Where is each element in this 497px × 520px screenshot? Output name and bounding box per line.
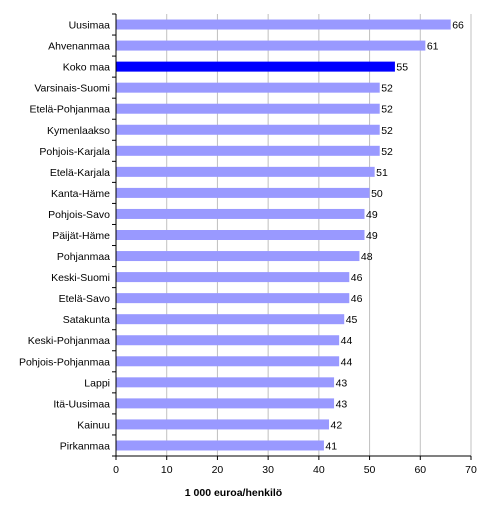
value-label-11: 48 — [361, 251, 373, 263]
value-label-0: 66 — [452, 20, 464, 32]
bar-6 — [116, 145, 380, 156]
value-label-12: 46 — [351, 272, 363, 284]
category-label-9: Pohjois-Savo — [48, 209, 110, 221]
value-label-8: 50 — [371, 188, 383, 200]
x-tick-label-2: 20 — [212, 464, 224, 476]
bar-4 — [116, 103, 380, 114]
value-label-5: 52 — [381, 125, 393, 137]
value-label-9: 49 — [366, 209, 378, 221]
value-label-6: 52 — [381, 146, 393, 158]
value-label-18: 43 — [336, 398, 348, 410]
category-label-7: Etelä-Karjala — [50, 167, 110, 179]
bar-9 — [116, 208, 365, 219]
bar-16 — [116, 356, 340, 367]
category-label-11: Pohjanmaa — [57, 251, 110, 263]
category-label-14: Satakunta — [63, 314, 110, 326]
bar-5 — [116, 124, 380, 135]
bar-19 — [116, 419, 329, 430]
bar-2 — [116, 61, 395, 72]
category-label-2: Koko maa — [63, 62, 110, 74]
category-label-4: Etelä-Pohjanmaa — [29, 104, 110, 116]
value-labels: 6661555252525251504949484646454444434342… — [325, 20, 464, 453]
category-label-19: Kainuu — [77, 419, 110, 431]
value-label-3: 52 — [381, 83, 393, 95]
x-tick-label-5: 50 — [364, 464, 376, 476]
bar-14 — [116, 314, 345, 325]
value-label-17: 43 — [336, 377, 348, 389]
category-label-16: Pohjois-Pohjanmaa — [19, 356, 110, 368]
value-label-4: 52 — [381, 104, 393, 116]
value-label-7: 51 — [376, 167, 388, 179]
bar-10 — [116, 230, 365, 240]
value-label-13: 46 — [351, 293, 363, 305]
category-label-10: Päijät-Häme — [52, 230, 110, 242]
category-label-18: Itä-Uusimaa — [53, 398, 110, 410]
category-labels: Uusimaa Ahvenanmaa Koko maa Varsinais-Suomi… — [19, 20, 110, 453]
category-label-20: Pirkanmaa — [60, 440, 110, 452]
x-tick-label-1: 10 — [161, 464, 173, 476]
category-label-13: Etelä-Savo — [59, 293, 111, 305]
x-tick-label-4: 40 — [313, 464, 325, 476]
bar-11 — [116, 251, 360, 262]
x-tick-label-6: 60 — [414, 464, 426, 476]
value-label-20: 41 — [325, 440, 337, 452]
value-label-1: 61 — [427, 41, 439, 53]
value-label-15: 44 — [341, 335, 353, 347]
bar-20 — [116, 440, 324, 451]
category-label-8: Kanta-Häme — [51, 188, 110, 200]
category-label-12: Keski-Suomi — [51, 272, 110, 284]
bar-3 — [116, 82, 380, 93]
bar-12 — [116, 272, 350, 283]
bar-15 — [116, 335, 340, 346]
category-label-0: Uusimaa — [69, 20, 111, 32]
category-label-5: Kymenlaakso — [47, 125, 110, 137]
bar-8 — [116, 187, 370, 198]
value-label-16: 44 — [341, 356, 353, 368]
x-tick-label-0: 0 — [113, 464, 119, 476]
category-label-17: Lappi — [84, 377, 110, 389]
category-label-6: Pohjois-Karjala — [39, 146, 110, 158]
x-axis-title: 1 000 euroa/henkilö — [185, 487, 282, 499]
bar-0 — [116, 19, 451, 30]
category-label-15: Keski-Pohjanmaa — [28, 335, 110, 347]
bar-7 — [116, 166, 375, 177]
bar-13 — [116, 293, 350, 304]
x-tick-label-7: 70 — [465, 464, 477, 476]
value-label-19: 42 — [331, 419, 343, 431]
x-tick-label-3: 30 — [262, 464, 274, 476]
value-label-2: 55 — [396, 62, 408, 74]
bar-1 — [116, 40, 426, 51]
bars — [116, 19, 451, 451]
category-label-1: Ahvenanmaa — [48, 41, 110, 53]
bar-17 — [116, 377, 335, 388]
axes — [112, 13, 472, 460]
category-label-3: Varsinais-Suomi — [34, 83, 110, 95]
x-tick-labels: 0 10 20 30 40 50 60 70 — [113, 464, 477, 476]
bar-18 — [116, 398, 335, 409]
value-label-10: 49 — [366, 230, 378, 242]
value-label-14: 45 — [346, 314, 358, 326]
